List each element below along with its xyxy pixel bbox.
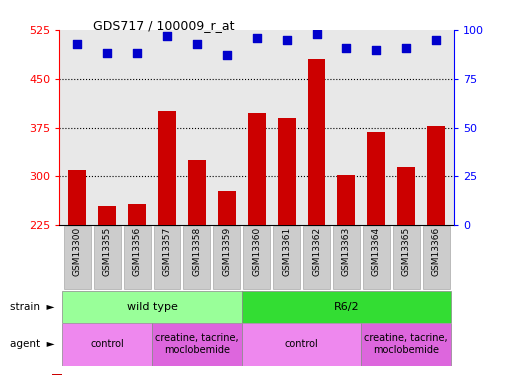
FancyBboxPatch shape	[393, 226, 420, 290]
Text: GSM13365: GSM13365	[402, 227, 411, 276]
FancyBboxPatch shape	[152, 322, 242, 366]
Text: GSM13357: GSM13357	[163, 227, 171, 276]
Text: creatine, tacrine,
moclobemide: creatine, tacrine, moclobemide	[155, 333, 239, 355]
Point	[342, 45, 350, 51]
Text: agent  ►: agent ►	[10, 339, 54, 349]
Text: GSM13358: GSM13358	[192, 227, 201, 276]
FancyBboxPatch shape	[62, 291, 242, 322]
Point	[73, 40, 82, 46]
Bar	[128, 204, 146, 225]
Text: GSM13363: GSM13363	[342, 227, 351, 276]
Bar	[52, 374, 62, 375]
Point	[193, 40, 201, 46]
Text: GDS717 / 100009_r_at: GDS717 / 100009_r_at	[93, 19, 234, 32]
FancyBboxPatch shape	[363, 226, 390, 290]
Bar	[427, 126, 445, 225]
Text: GSM13359: GSM13359	[222, 227, 231, 276]
FancyBboxPatch shape	[243, 226, 270, 290]
Bar	[337, 175, 356, 225]
Bar	[98, 206, 116, 225]
Point	[402, 45, 410, 51]
FancyBboxPatch shape	[361, 322, 451, 366]
FancyBboxPatch shape	[213, 226, 240, 290]
FancyBboxPatch shape	[124, 226, 151, 290]
Text: GSM13360: GSM13360	[252, 227, 261, 276]
Bar	[188, 160, 206, 225]
Text: GSM13364: GSM13364	[372, 227, 381, 276]
FancyBboxPatch shape	[64, 226, 91, 290]
Text: GSM13300: GSM13300	[73, 227, 82, 276]
Text: control: control	[285, 339, 318, 349]
Bar	[248, 112, 266, 225]
Bar	[278, 118, 296, 225]
Bar	[308, 59, 326, 225]
Text: GSM13366: GSM13366	[432, 227, 441, 276]
FancyBboxPatch shape	[184, 226, 211, 290]
Point	[372, 46, 380, 53]
Text: GSM13361: GSM13361	[282, 227, 291, 276]
Point	[253, 35, 261, 41]
Text: control: control	[90, 339, 124, 349]
FancyBboxPatch shape	[242, 322, 361, 366]
FancyBboxPatch shape	[423, 226, 449, 290]
Text: GSM13355: GSM13355	[103, 227, 111, 276]
Text: R6/2: R6/2	[334, 302, 359, 312]
Point	[163, 33, 171, 39]
FancyBboxPatch shape	[273, 226, 300, 290]
Bar	[218, 190, 236, 225]
FancyBboxPatch shape	[94, 226, 121, 290]
Bar	[397, 166, 415, 225]
Bar	[68, 170, 86, 225]
Point	[312, 31, 320, 37]
FancyBboxPatch shape	[154, 226, 181, 290]
Bar	[158, 111, 176, 225]
Text: strain  ►: strain ►	[10, 302, 54, 312]
Text: creatine, tacrine,
moclobemide: creatine, tacrine, moclobemide	[364, 333, 448, 355]
Text: GSM13356: GSM13356	[133, 227, 141, 276]
Text: wild type: wild type	[126, 302, 178, 312]
Text: GSM13362: GSM13362	[312, 227, 321, 276]
Point	[282, 37, 291, 43]
FancyBboxPatch shape	[62, 322, 152, 366]
FancyBboxPatch shape	[303, 226, 330, 290]
Point	[432, 37, 440, 43]
Point	[103, 50, 111, 56]
FancyBboxPatch shape	[333, 226, 360, 290]
Point	[133, 50, 141, 56]
Point	[223, 53, 231, 58]
Bar	[367, 132, 385, 225]
FancyBboxPatch shape	[242, 291, 451, 322]
